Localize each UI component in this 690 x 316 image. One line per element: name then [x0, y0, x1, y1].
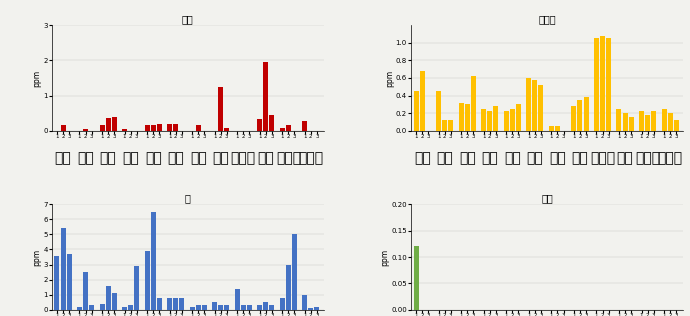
- Bar: [594, 39, 599, 131]
- Bar: [264, 302, 268, 310]
- Bar: [302, 295, 307, 310]
- Bar: [83, 272, 88, 310]
- Title: 수은: 수은: [541, 194, 553, 204]
- Bar: [89, 305, 94, 310]
- Y-axis label: ppm: ppm: [385, 70, 394, 87]
- Bar: [247, 305, 252, 310]
- Bar: [578, 100, 582, 131]
- Bar: [241, 305, 246, 310]
- Bar: [157, 298, 161, 310]
- Y-axis label: ppm: ppm: [32, 70, 41, 87]
- Bar: [196, 305, 201, 310]
- Title: 낙: 낙: [185, 194, 190, 204]
- Bar: [639, 111, 644, 131]
- Bar: [315, 307, 319, 310]
- Bar: [538, 85, 544, 131]
- Bar: [99, 304, 104, 310]
- Bar: [436, 91, 441, 131]
- Bar: [213, 302, 217, 310]
- Bar: [134, 266, 139, 310]
- Bar: [190, 307, 195, 310]
- Bar: [571, 106, 576, 131]
- Bar: [224, 305, 229, 310]
- Bar: [257, 119, 262, 131]
- Bar: [482, 109, 486, 131]
- Bar: [420, 71, 425, 131]
- Bar: [414, 91, 419, 131]
- Bar: [122, 129, 127, 131]
- Bar: [67, 254, 72, 310]
- Bar: [465, 104, 470, 131]
- Bar: [442, 120, 447, 131]
- Bar: [150, 125, 156, 131]
- Bar: [673, 120, 679, 131]
- Bar: [122, 307, 127, 310]
- Bar: [83, 129, 88, 131]
- Bar: [145, 251, 150, 310]
- Bar: [224, 128, 229, 131]
- Bar: [487, 111, 493, 131]
- Bar: [173, 298, 178, 310]
- Bar: [106, 118, 110, 131]
- Bar: [600, 36, 605, 131]
- Bar: [264, 62, 268, 131]
- Bar: [616, 109, 622, 131]
- Bar: [235, 289, 239, 310]
- Bar: [196, 125, 201, 131]
- Bar: [112, 117, 117, 131]
- Bar: [128, 305, 133, 310]
- Bar: [622, 113, 627, 131]
- Bar: [218, 305, 224, 310]
- Bar: [504, 111, 509, 131]
- Bar: [61, 125, 66, 131]
- Bar: [549, 126, 554, 131]
- Bar: [286, 264, 291, 310]
- Title: 비소: 비소: [182, 15, 194, 25]
- Bar: [179, 298, 184, 310]
- Bar: [106, 286, 110, 310]
- Bar: [167, 124, 172, 131]
- Bar: [286, 125, 291, 131]
- Bar: [459, 102, 464, 131]
- Bar: [145, 125, 150, 131]
- Bar: [414, 246, 419, 310]
- Bar: [471, 76, 476, 131]
- Bar: [61, 228, 66, 310]
- Title: 카드륨: 카드륨: [538, 15, 556, 25]
- Bar: [150, 212, 156, 310]
- Bar: [662, 109, 667, 131]
- Bar: [173, 124, 178, 131]
- Bar: [533, 80, 538, 131]
- Bar: [645, 115, 650, 131]
- Bar: [112, 293, 117, 310]
- Bar: [448, 120, 453, 131]
- Bar: [308, 308, 313, 310]
- Y-axis label: ppm: ppm: [381, 248, 390, 265]
- Bar: [99, 125, 104, 131]
- Bar: [584, 97, 589, 131]
- Bar: [55, 256, 59, 310]
- Bar: [606, 39, 611, 131]
- Bar: [526, 78, 531, 131]
- Bar: [629, 117, 633, 131]
- Bar: [516, 104, 521, 131]
- Bar: [157, 124, 161, 131]
- Bar: [668, 113, 673, 131]
- Bar: [257, 305, 262, 310]
- Bar: [651, 111, 656, 131]
- Bar: [201, 305, 207, 310]
- Y-axis label: ppm: ppm: [32, 248, 41, 265]
- Bar: [218, 87, 224, 131]
- Bar: [555, 126, 560, 131]
- Bar: [510, 109, 515, 131]
- Bar: [269, 305, 275, 310]
- Bar: [77, 307, 82, 310]
- Bar: [292, 234, 297, 310]
- Bar: [280, 128, 285, 131]
- Bar: [493, 106, 498, 131]
- Bar: [269, 115, 275, 131]
- Bar: [280, 298, 285, 310]
- Bar: [167, 298, 172, 310]
- Bar: [302, 121, 307, 131]
